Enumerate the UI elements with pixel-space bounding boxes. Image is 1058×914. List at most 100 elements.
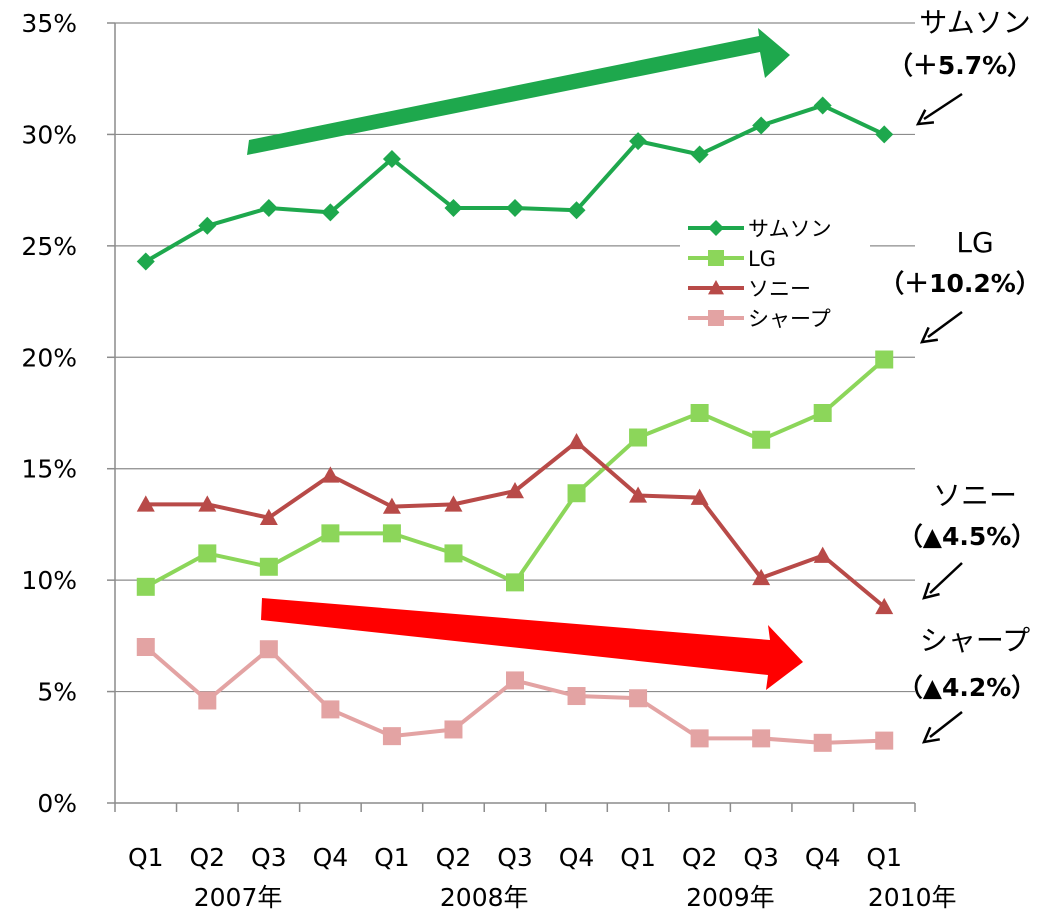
data-point: [875, 597, 894, 615]
data-point: [690, 488, 709, 505]
data-point: [752, 430, 771, 449]
legend-marker: [708, 310, 724, 326]
data-point: [444, 198, 463, 217]
series-3: [136, 638, 894, 752]
data-point: [382, 149, 401, 168]
data-point: [259, 640, 278, 659]
pointer-line: [923, 92, 963, 121]
y-tick-label: 10%: [21, 566, 77, 595]
legend-marker: [708, 280, 724, 295]
annotation-name: LG: [956, 226, 993, 259]
data-point: [198, 691, 217, 710]
annotation-name: サムソン: [919, 6, 1030, 39]
data-point: [259, 198, 278, 217]
annotation-change: （＋5.7%）: [888, 51, 1032, 80]
pointer-line: [929, 562, 963, 594]
data-point: [198, 495, 217, 512]
data-point: [629, 428, 648, 447]
series-2: [136, 432, 894, 615]
trend-arrow-up: [247, 28, 790, 155]
data-point: [875, 350, 894, 369]
legend-marker: [708, 220, 724, 236]
data-point: [382, 524, 401, 543]
data-point: [198, 216, 217, 235]
x-tick-label: Q4: [559, 843, 595, 872]
data-point: [690, 729, 709, 748]
annotation-name: ソニー: [933, 479, 1017, 512]
data-point: [321, 466, 340, 483]
y-tick-label: 5%: [37, 678, 77, 707]
data-point: [506, 198, 524, 217]
x-tick-label: Q1: [866, 843, 902, 872]
annotation-3: シャープ （▲4.2%）: [898, 624, 1037, 744]
data-point: [813, 733, 832, 752]
pointer-arrow-icon: [921, 726, 940, 744]
series-line: [144, 358, 886, 589]
y-tick-label: 15%: [21, 455, 77, 484]
annotation-name: シャープ: [920, 624, 1030, 657]
data-point: [506, 671, 524, 690]
x-tick-label: Q1: [128, 843, 164, 872]
x-tick-labels: Q1 Q2 Q3 Q4 Q1 Q2 Q3 Q4 Q1 Q2 Q3 Q4 Q1: [128, 843, 902, 872]
legend-marker: [708, 250, 724, 266]
data-point: [875, 125, 894, 144]
series-1: [136, 350, 894, 596]
annotation-change: （▲4.5%）: [898, 522, 1037, 551]
x-tick-label: Q4: [805, 843, 841, 872]
x-tick-label: Q3: [251, 843, 287, 872]
data-point: [321, 203, 340, 222]
annotation-0: サムソン （＋5.7%）: [888, 6, 1032, 126]
data-point: [690, 145, 709, 164]
x-tick-label: Q1: [620, 843, 656, 872]
data-point: [259, 557, 278, 576]
y-tick-label: 0%: [37, 789, 77, 818]
legend-label: サムソン: [748, 217, 832, 241]
data-point: [444, 495, 463, 512]
annotation-2: ソニー （▲4.5%）: [898, 479, 1037, 600]
x-tick-label: Q1: [374, 843, 410, 872]
annotation-change: （▲4.2%）: [898, 673, 1037, 702]
series-0: [136, 96, 894, 271]
data-point: [629, 132, 648, 151]
data-point: [690, 404, 709, 422]
year-labels: 2007年 2008年 2009年 2010年: [194, 883, 957, 912]
year-label: 2009年: [686, 883, 775, 912]
data-point: [444, 720, 463, 739]
y-tick-label: 25%: [21, 232, 77, 261]
data-point: [567, 484, 586, 503]
annotation-change: （＋10.2%）: [879, 269, 1041, 298]
data-point: [875, 731, 894, 750]
data-point: [136, 638, 155, 656]
data-point: [136, 495, 155, 512]
data-point: [567, 687, 586, 706]
year-label: 2007年: [194, 883, 283, 912]
data-point: [136, 577, 155, 596]
year-label: 2008年: [440, 883, 529, 912]
trend-arrow-down: [261, 598, 803, 690]
x-tick-label: Q3: [743, 843, 779, 872]
y-tick-label: 20%: [21, 343, 77, 372]
data-point: [813, 404, 832, 422]
x-tick-label: Q2: [682, 843, 718, 872]
data-point: [567, 201, 586, 220]
pointer-arrow-icon: [919, 326, 939, 344]
pointer-arrow-icon: [922, 582, 940, 600]
data-point: [444, 544, 463, 563]
annotation-1: LG （＋10.2%）: [879, 226, 1041, 344]
y-tick-labels: 0% 5% 10% 15% 20% 25% 30% 35%: [21, 9, 77, 818]
data-point: [321, 700, 340, 719]
legend-label: LG: [748, 247, 776, 271]
pointer-line: [927, 310, 963, 339]
data-point: [198, 544, 217, 563]
data-point: [629, 689, 648, 708]
x-tick-label: Q2: [436, 843, 472, 872]
data-point: [752, 568, 771, 586]
series-group: [136, 96, 894, 752]
legend-label: ソニー: [748, 277, 811, 301]
y-tick-label: 30%: [21, 120, 77, 149]
data-point: [813, 96, 832, 115]
data-point: [752, 729, 771, 748]
x-tick-label: Q2: [190, 843, 226, 872]
